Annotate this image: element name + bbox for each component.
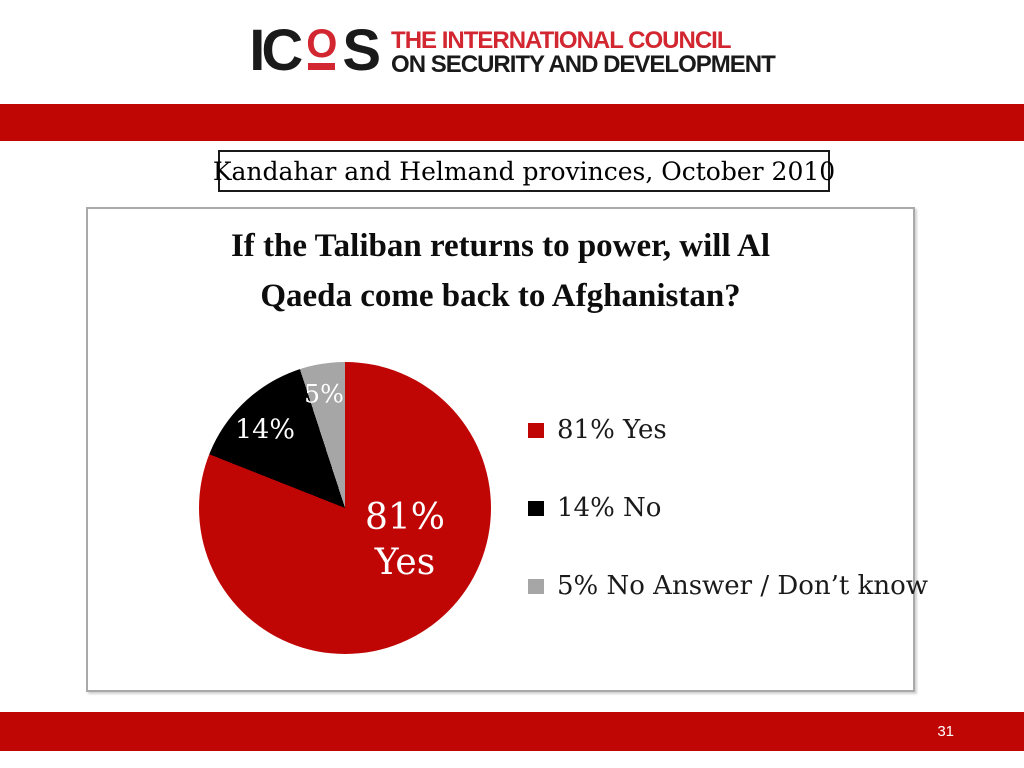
legend-label-no: 14% No bbox=[557, 493, 662, 523]
logo-letters-ic: IC bbox=[249, 18, 303, 83]
logo-line1: THE INTERNATIONAL COUNCIL bbox=[391, 27, 731, 54]
page-number: 31 bbox=[937, 723, 954, 740]
legend: 81% Yes 14% No 5% No Answer / Don’t know bbox=[528, 415, 928, 649]
pie-label-no-answer: 5% bbox=[304, 379, 344, 409]
legend-item-no: 14% No bbox=[528, 493, 928, 523]
pie-chart bbox=[199, 362, 491, 654]
legend-label-no-answer: 5% No Answer / Don’t know bbox=[557, 571, 929, 601]
logo-letter-s: S bbox=[342, 18, 381, 83]
legend-swatch-no bbox=[528, 500, 544, 516]
pie-label-no: 14% bbox=[234, 414, 296, 446]
caption-text: Kandahar and Helmand provinces, October … bbox=[212, 156, 836, 186]
caption-box: Kandahar and Helmand provinces, October … bbox=[213, 150, 835, 192]
logo-letter-o: O bbox=[306, 22, 338, 66]
logo-line2: ON SECURITY AND DEVELOPMENT bbox=[391, 51, 776, 78]
chart-title: If the Taliban returns to power, will Al… bbox=[88, 221, 913, 321]
logo-letter-o-wrap: O bbox=[306, 22, 338, 70]
legend-label-yes: 81% Yes bbox=[557, 415, 667, 445]
footer-band: 31 bbox=[0, 712, 1024, 751]
icos-logo: IC O S THE INTERNATIONAL COUNCIL ON SECU… bbox=[0, 22, 1024, 92]
legend-swatch-yes bbox=[528, 422, 544, 438]
logo-o-underline bbox=[308, 63, 336, 70]
legend-item-yes: 81% Yes bbox=[528, 415, 928, 445]
logo-wordmark: THE INTERNATIONAL COUNCIL ON SECURITY AN… bbox=[391, 27, 776, 78]
pie-label-yes-percent: 81% bbox=[364, 497, 446, 538]
chart-title-line1: If the Taliban returns to power, will Al bbox=[230, 228, 771, 264]
top-red-band bbox=[0, 104, 1024, 141]
chart-panel: If the Taliban returns to power, will Al… bbox=[86, 207, 928, 692]
chart-title-line2: Qaeda come back to Afghanistan? bbox=[260, 278, 741, 314]
pie-label-yes-word: Yes bbox=[374, 542, 436, 583]
pie-label-yes: 81% Yes bbox=[365, 495, 445, 585]
legend-item-no-answer: 5% No Answer / Don’t know bbox=[528, 571, 928, 601]
legend-swatch-no-answer bbox=[528, 578, 544, 594]
icos-logo-mark: IC O S bbox=[249, 18, 381, 83]
